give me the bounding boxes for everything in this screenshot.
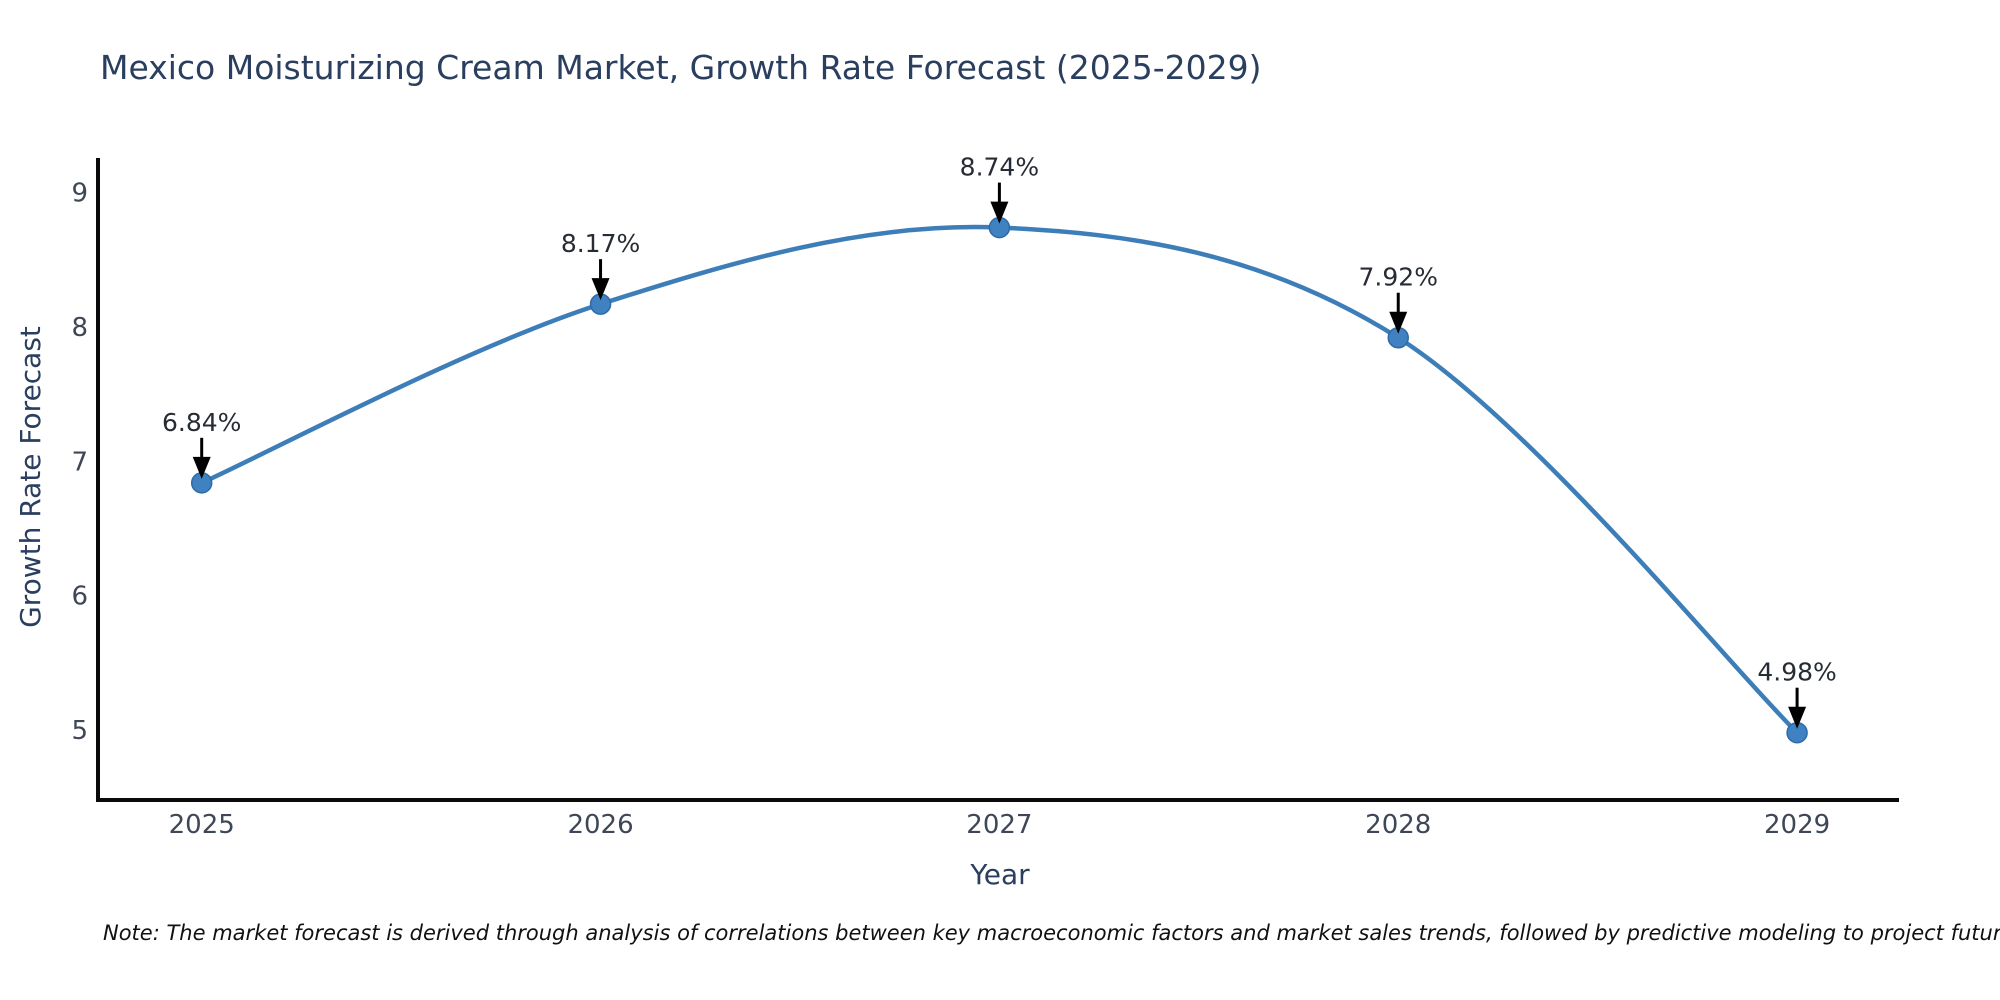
point-value-label: 7.92% xyxy=(1359,263,1438,292)
y-tick-label: 7 xyxy=(71,447,88,477)
annotation-arrow-head xyxy=(591,278,610,301)
x-tick-label: 2025 xyxy=(169,810,235,840)
y-tick-label: 8 xyxy=(71,313,88,343)
annotation-arrow-head xyxy=(990,201,1009,224)
x-axis-tick-labels: 2025 2026 2027 2028 2029 xyxy=(169,810,1831,840)
annotation-arrow-head xyxy=(192,456,211,479)
x-tick-label: 2026 xyxy=(567,810,633,840)
footnote: Note: The market forecast is derived thr… xyxy=(103,921,2000,945)
x-tick-label: 2028 xyxy=(1365,810,1431,840)
x-tick-label: 2027 xyxy=(966,810,1032,840)
series-line-group xyxy=(199,224,1800,735)
point-value-label: 8.74% xyxy=(960,153,1039,182)
x-axis-title: Year xyxy=(969,858,1030,891)
forecast-line xyxy=(199,224,1800,735)
annotation-arrow-head xyxy=(1788,706,1807,729)
point-annotations: 6.84% 8.17% 8.74% 7.92% 4.98% xyxy=(162,153,1837,729)
y-tick-label: 6 xyxy=(71,582,88,612)
annotation-arrow-head xyxy=(1389,311,1408,334)
point-value-label: 4.98% xyxy=(1757,658,1836,687)
y-tick-label: 5 xyxy=(71,716,88,746)
chart-title: Mexico Moisturizing Cream Market, Growth… xyxy=(100,48,1261,87)
y-axis-title: Growth Rate Forecast xyxy=(14,326,47,628)
y-axis-tick-labels: 5 6 7 8 9 xyxy=(71,179,88,746)
y-tick-label: 9 xyxy=(71,179,88,209)
point-value-label: 6.84% xyxy=(162,408,241,437)
point-value-label: 8.17% xyxy=(561,229,640,258)
x-tick-label: 2029 xyxy=(1764,810,1830,840)
